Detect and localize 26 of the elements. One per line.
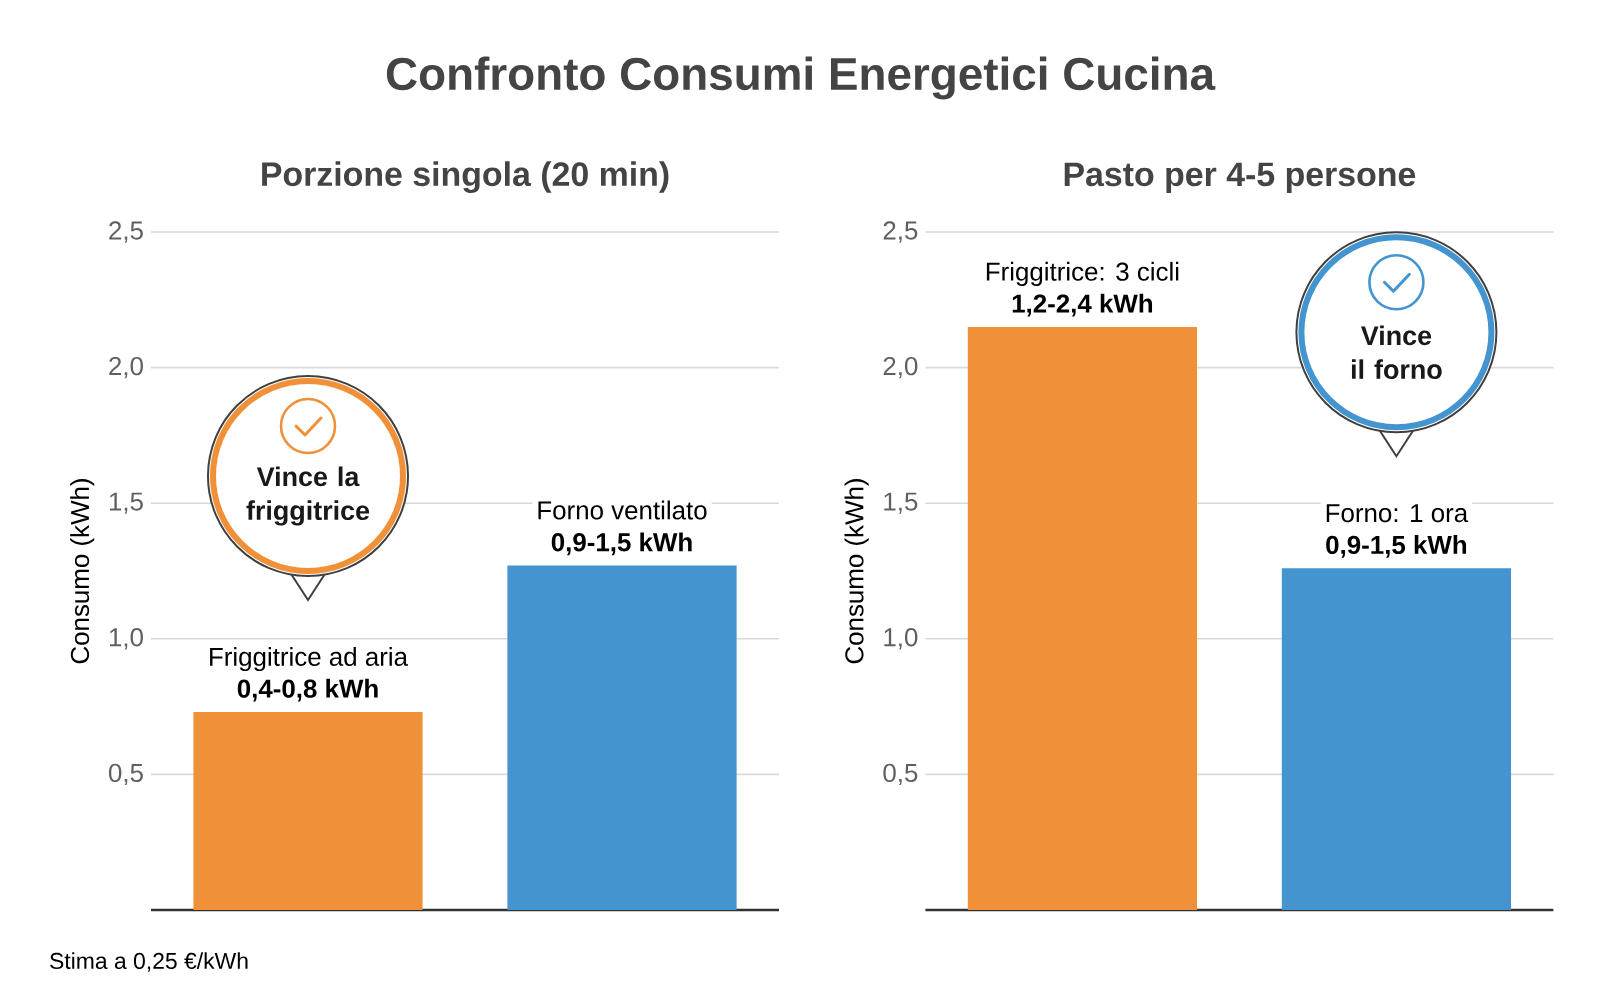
chart-subtitle: Pasto per 4-5 persone: [1064, 162, 1416, 193]
y-tick-label: 2,0: [883, 356, 918, 379]
data-label: 1,2-2,4 kWh: [1012, 293, 1153, 317]
data-label: 0,4-0,8 kWh: [237, 678, 378, 702]
y-tick-label: 1,0: [884, 628, 918, 650]
x-tick-label: Forno ventilato: [538, 500, 707, 520]
y-tick-label: 1,5: [109, 492, 143, 514]
x-tick-label: Forno: 1 ora: [1326, 504, 1469, 523]
x-tick-label: Friggitrice ad aria: [210, 646, 408, 672]
annotation: Vince il forno: [1351, 325, 1442, 380]
data-label: 0,9-1,5 kWh: [551, 532, 692, 556]
chart-title: Confronto Consumi Energetici Cucina: [386, 56, 1216, 100]
y-tick-label: 2,5: [109, 221, 143, 243]
chart-subtitle: Porzione singola (20 min): [262, 161, 669, 193]
y-tick-label: 0,5: [108, 763, 143, 786]
y-tick-label: 2,5: [883, 221, 918, 243]
y-tick-label: 2,0: [109, 356, 143, 379]
text: Stima a 0,25 €/kWh: [50, 952, 248, 972]
y-tick-label: 1,0: [109, 628, 143, 650]
data-label: 0,9-1,5 kWh: [1326, 535, 1467, 558]
x-tick-label: Friggitrice: 3 cicli: [986, 261, 1179, 286]
y-tick-label: 1,5: [884, 492, 918, 514]
y-tick-label: 0,5: [883, 763, 918, 786]
annotation: Vince la friggitrice: [246, 466, 370, 526]
y-axis-title: Consumo (kWh): [844, 479, 869, 664]
y-axis-title: Consumo (kWh): [70, 479, 95, 664]
